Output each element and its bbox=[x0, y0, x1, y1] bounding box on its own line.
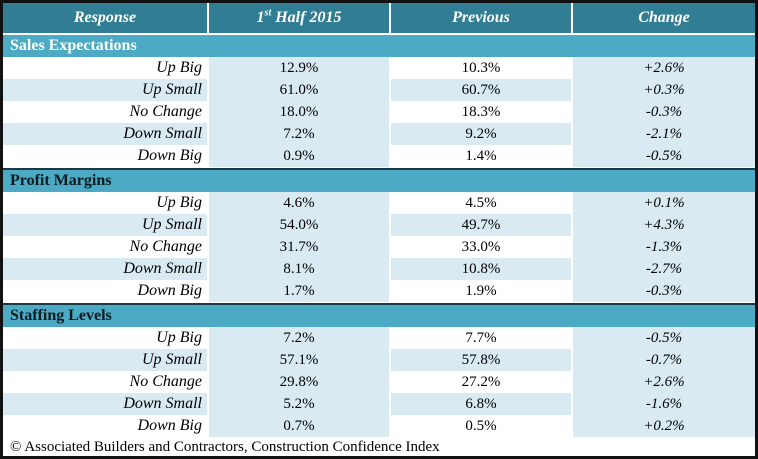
response-cell: Up Small bbox=[3, 79, 207, 101]
table-row: Up Big 7.2% 7.7% -0.5% bbox=[3, 327, 755, 349]
change-cell: +0.1% bbox=[573, 192, 755, 214]
response-cell: Up Small bbox=[3, 214, 207, 236]
current-cell: 5.2% bbox=[209, 393, 389, 415]
current-cell: 18.0% bbox=[209, 101, 389, 123]
change-cell: -2.1% bbox=[573, 123, 755, 145]
current-cell: 57.1% bbox=[209, 349, 389, 371]
section-header-sales-expectations: Sales Expectations bbox=[3, 35, 755, 57]
previous-cell: 10.8% bbox=[391, 258, 571, 280]
table-row: Down Big 0.7% 0.5% +0.2% bbox=[3, 415, 755, 437]
response-cell: Up Small bbox=[3, 349, 207, 371]
change-cell: -0.3% bbox=[573, 280, 755, 302]
current-cell: 61.0% bbox=[209, 79, 389, 101]
response-cell: No Change bbox=[3, 101, 207, 123]
table-row: Down Small 7.2% 9.2% -2.1% bbox=[3, 123, 755, 145]
table-row: Down Small 5.2% 6.8% -1.6% bbox=[3, 393, 755, 415]
previous-cell: 18.3% bbox=[391, 101, 571, 123]
table-row: Up Big 4.6% 4.5% +0.1% bbox=[3, 192, 755, 214]
previous-cell: 1.4% bbox=[391, 145, 571, 167]
previous-cell: 10.3% bbox=[391, 57, 571, 79]
section-header-staffing-levels: Staffing Levels bbox=[3, 303, 755, 327]
response-cell: Down Small bbox=[3, 258, 207, 280]
change-cell: +0.3% bbox=[573, 79, 755, 101]
response-cell: No Change bbox=[3, 236, 207, 258]
ordinal-superscript: st bbox=[264, 7, 272, 19]
table-row: Down Big 0.9% 1.4% -0.5% bbox=[3, 145, 755, 167]
column-header-first-half-2015: 1st Half 2015 bbox=[209, 3, 389, 33]
current-cell: 7.2% bbox=[209, 123, 389, 145]
change-cell: +2.6% bbox=[573, 371, 755, 393]
previous-cell: 0.5% bbox=[391, 415, 571, 437]
change-cell: -0.5% bbox=[573, 327, 755, 349]
response-cell: Up Big bbox=[3, 327, 207, 349]
current-cell: 31.7% bbox=[209, 236, 389, 258]
table-row: Down Small 8.1% 10.8% -2.7% bbox=[3, 258, 755, 280]
response-cell: Down Big bbox=[3, 415, 207, 437]
previous-cell: 4.5% bbox=[391, 192, 571, 214]
response-cell: Up Big bbox=[3, 57, 207, 79]
change-cell: +2.6% bbox=[573, 57, 755, 79]
table-row: No Change 18.0% 18.3% -0.3% bbox=[3, 101, 755, 123]
current-cell: 1.7% bbox=[209, 280, 389, 302]
response-cell: No Change bbox=[3, 371, 207, 393]
source-attribution: © Associated Builders and Contractors, C… bbox=[3, 437, 755, 456]
change-cell: +0.2% bbox=[573, 415, 755, 437]
response-cell: Down Small bbox=[3, 123, 207, 145]
section-header-profit-margins: Profit Margins bbox=[3, 168, 755, 192]
column-header-change: Change bbox=[573, 3, 755, 33]
change-cell: -0.5% bbox=[573, 145, 755, 167]
table-row: Up Small 57.1% 57.8% -0.7% bbox=[3, 349, 755, 371]
previous-cell: 7.7% bbox=[391, 327, 571, 349]
column-header-row: Response 1st Half 2015 Previous Change bbox=[3, 3, 755, 33]
current-cell: 7.2% bbox=[209, 327, 389, 349]
previous-cell: 57.8% bbox=[391, 349, 571, 371]
previous-cell: 60.7% bbox=[391, 79, 571, 101]
previous-cell: 33.0% bbox=[391, 236, 571, 258]
response-cell: Up Big bbox=[3, 192, 207, 214]
current-cell: 29.8% bbox=[209, 371, 389, 393]
column-header-previous: Previous bbox=[391, 3, 571, 33]
change-cell: -0.3% bbox=[573, 101, 755, 123]
change-cell: -0.7% bbox=[573, 349, 755, 371]
table-row: Up Big 12.9% 10.3% +2.6% bbox=[3, 57, 755, 79]
current-cell: 54.0% bbox=[209, 214, 389, 236]
current-cell: 0.9% bbox=[209, 145, 389, 167]
current-cell: 4.6% bbox=[209, 192, 389, 214]
previous-cell: 9.2% bbox=[391, 123, 571, 145]
change-cell: -1.3% bbox=[573, 236, 755, 258]
response-cell: Down Big bbox=[3, 280, 207, 302]
response-cell: Down Big bbox=[3, 145, 207, 167]
current-cell: 8.1% bbox=[209, 258, 389, 280]
previous-cell: 1.9% bbox=[391, 280, 571, 302]
table-row: Up Small 61.0% 60.7% +0.3% bbox=[3, 79, 755, 101]
change-cell: -2.7% bbox=[573, 258, 755, 280]
table-row: No Change 29.8% 27.2% +2.6% bbox=[3, 371, 755, 393]
previous-cell: 6.8% bbox=[391, 393, 571, 415]
change-cell: +4.3% bbox=[573, 214, 755, 236]
current-cell: 12.9% bbox=[209, 57, 389, 79]
table-row: Up Small 54.0% 49.7% +4.3% bbox=[3, 214, 755, 236]
response-cell: Down Small bbox=[3, 393, 207, 415]
table-row: Down Big 1.7% 1.9% -0.3% bbox=[3, 280, 755, 302]
column-header-response: Response bbox=[3, 3, 207, 33]
table-row: No Change 31.7% 33.0% -1.3% bbox=[3, 236, 755, 258]
previous-cell: 49.7% bbox=[391, 214, 571, 236]
previous-cell: 27.2% bbox=[391, 371, 571, 393]
change-cell: -1.6% bbox=[573, 393, 755, 415]
current-cell: 0.7% bbox=[209, 415, 389, 437]
